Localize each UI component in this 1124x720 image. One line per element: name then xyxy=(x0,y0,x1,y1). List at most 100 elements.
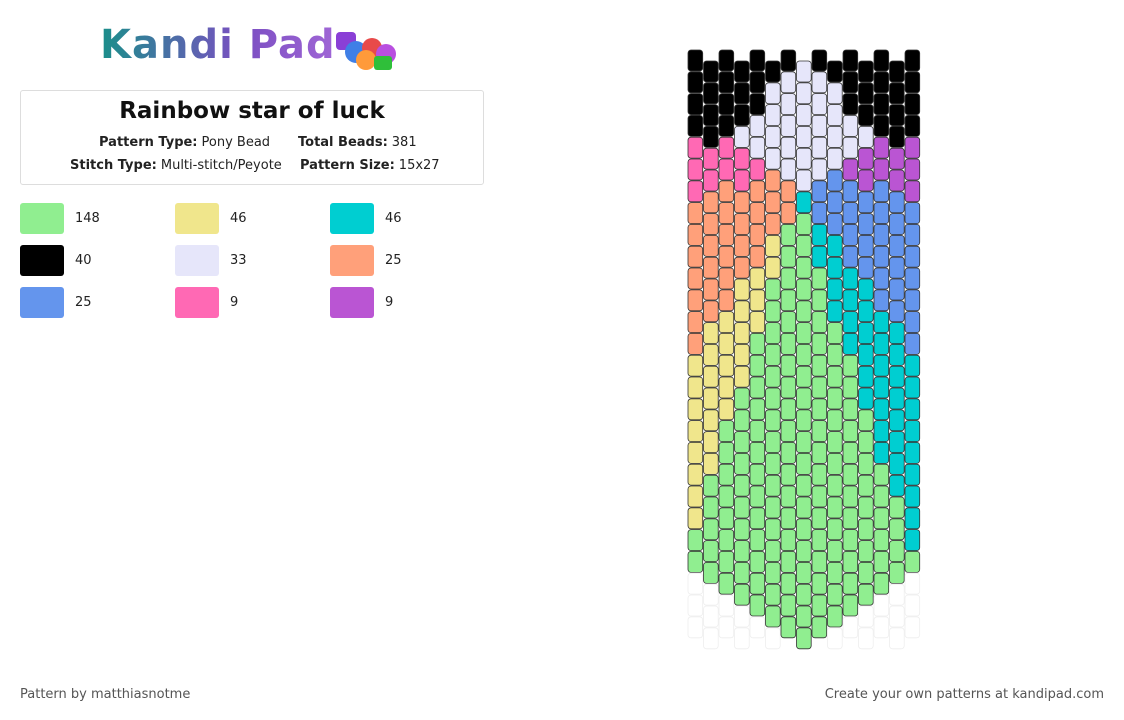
bead xyxy=(718,289,735,312)
bead xyxy=(703,496,719,519)
bead xyxy=(904,354,921,377)
bead xyxy=(734,431,750,454)
bead xyxy=(734,82,750,105)
bead xyxy=(796,452,812,475)
bead xyxy=(858,82,874,105)
bead xyxy=(889,104,905,126)
empty-bead xyxy=(827,627,843,650)
bead-count: 25 xyxy=(75,295,92,310)
bead xyxy=(687,332,704,355)
bead xyxy=(811,115,828,137)
bead xyxy=(873,463,890,486)
bead-count: 40 xyxy=(75,253,92,268)
bead xyxy=(780,332,797,355)
bead xyxy=(811,398,828,421)
bead xyxy=(734,409,750,432)
bead xyxy=(687,115,704,137)
bead xyxy=(842,311,859,334)
bead xyxy=(827,104,843,126)
info-label: Stitch Type: xyxy=(70,158,157,173)
bead xyxy=(749,158,766,181)
bead xyxy=(873,93,890,115)
bead xyxy=(889,278,905,301)
color-swatch xyxy=(175,287,219,318)
bead xyxy=(718,158,735,181)
bead xyxy=(889,82,905,105)
bead xyxy=(718,332,735,355)
bead xyxy=(904,551,921,573)
bead xyxy=(827,365,843,388)
bead xyxy=(842,71,859,94)
bead xyxy=(827,562,843,584)
bead xyxy=(765,256,781,279)
bead xyxy=(796,409,812,432)
bead xyxy=(827,278,843,301)
bead-count: 33 xyxy=(230,253,247,268)
bead xyxy=(858,104,874,126)
bead xyxy=(827,82,843,105)
bead xyxy=(765,562,781,584)
bead xyxy=(873,202,890,225)
bead xyxy=(858,278,874,301)
bead xyxy=(734,60,750,83)
empty-bead xyxy=(889,605,905,628)
bead xyxy=(734,300,750,323)
bead xyxy=(703,147,719,170)
bead xyxy=(889,540,905,562)
bead xyxy=(749,485,766,508)
bead xyxy=(703,431,719,454)
bead xyxy=(734,256,750,279)
bead xyxy=(687,93,704,115)
bead xyxy=(703,387,719,410)
bead xyxy=(687,245,704,268)
bead xyxy=(842,354,859,377)
bead xyxy=(858,452,874,475)
bead xyxy=(796,126,812,148)
bead xyxy=(703,104,719,126)
bead xyxy=(703,518,719,541)
bead xyxy=(796,256,812,279)
bead xyxy=(718,136,735,159)
bead xyxy=(811,332,828,355)
bead xyxy=(811,551,828,573)
bead xyxy=(858,562,874,584)
logo: Kandi Pad xyxy=(100,22,336,68)
info-item: Stitch Type: Multi-stitch/Peyote xyxy=(70,158,282,173)
bead xyxy=(873,180,890,203)
bead xyxy=(904,420,921,443)
bead xyxy=(873,245,890,268)
bead xyxy=(749,49,766,72)
bead xyxy=(796,387,812,410)
bead xyxy=(889,409,905,432)
bead xyxy=(811,507,828,530)
bead xyxy=(749,354,766,377)
bead xyxy=(796,322,812,345)
bead xyxy=(842,202,859,225)
bead xyxy=(749,376,766,399)
bead xyxy=(904,202,921,225)
bead xyxy=(842,398,859,421)
bead xyxy=(796,496,812,519)
bead xyxy=(827,540,843,562)
bead-count: 9 xyxy=(385,295,394,310)
bead xyxy=(842,463,859,486)
bead xyxy=(749,71,766,94)
bead xyxy=(796,169,812,192)
bead xyxy=(734,104,750,126)
bead xyxy=(842,551,859,573)
bead xyxy=(842,180,859,203)
bead xyxy=(873,572,890,595)
bead xyxy=(703,540,719,562)
bead xyxy=(687,180,704,203)
bead xyxy=(780,529,797,551)
bead xyxy=(749,572,766,595)
bead xyxy=(687,485,704,508)
bead xyxy=(703,322,719,345)
info-label: Pattern Type: xyxy=(99,135,198,150)
bead-count: 46 xyxy=(385,211,402,226)
bead xyxy=(703,562,719,584)
bead xyxy=(687,49,704,72)
bead xyxy=(780,616,797,639)
bead xyxy=(827,234,843,257)
bead-count: 25 xyxy=(385,253,402,268)
